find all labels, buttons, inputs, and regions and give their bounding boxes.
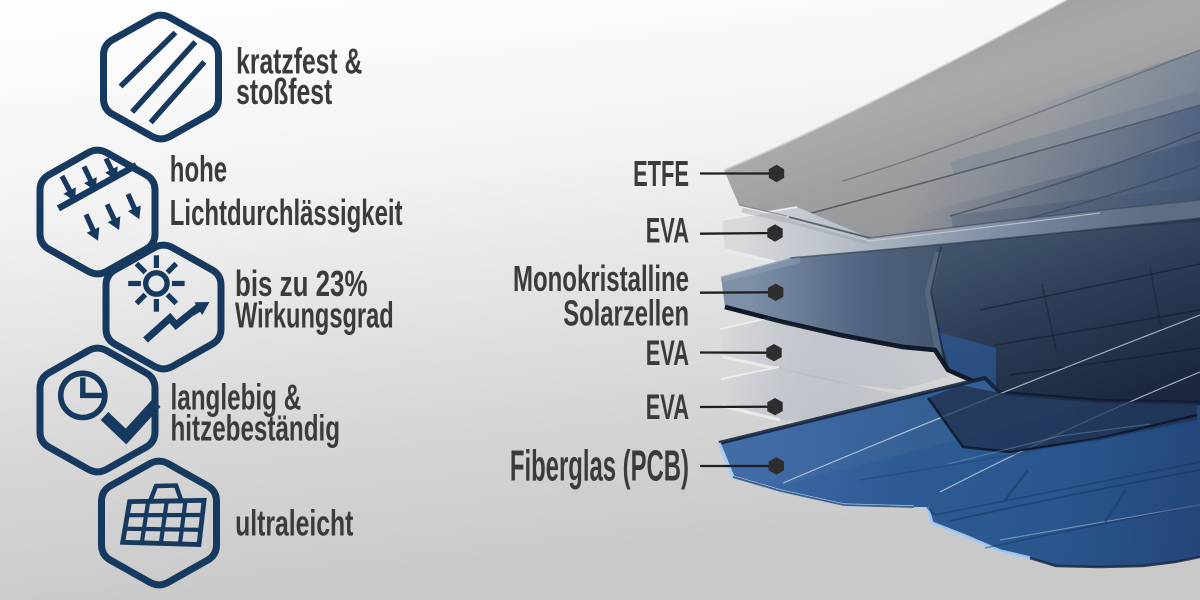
svg-text:EVA: EVA (646, 213, 689, 251)
svg-text:bis zu 23%: bis zu 23% (235, 264, 368, 304)
svg-text:ETFE: ETFE (633, 155, 689, 195)
svg-text:hohe: hohe (170, 150, 227, 190)
svg-text:Fiberglas (PCB): Fiberglas (PCB) (510, 441, 689, 491)
svg-text:hitzebeständig: hitzebeständig (171, 408, 341, 449)
svg-text:kratzfest &: kratzfest & (236, 41, 362, 82)
svg-text:EVA: EVA (646, 335, 689, 373)
svg-text:Solarzellen: Solarzellen (563, 294, 689, 334)
svg-text:stoßfest: stoßfest (236, 72, 332, 113)
svg-text:langlebig &: langlebig & (171, 377, 302, 418)
svg-text:Lichtdurchlässigkeit: Lichtdurchlässigkeit (170, 193, 403, 233)
svg-text:Wirkungsgrad: Wirkungsgrad (235, 296, 394, 336)
svg-text:EVA: EVA (646, 389, 689, 427)
svg-text:Monokristalline: Monokristalline (513, 259, 689, 299)
svg-text:ultraleicht: ultraleicht (235, 503, 353, 544)
